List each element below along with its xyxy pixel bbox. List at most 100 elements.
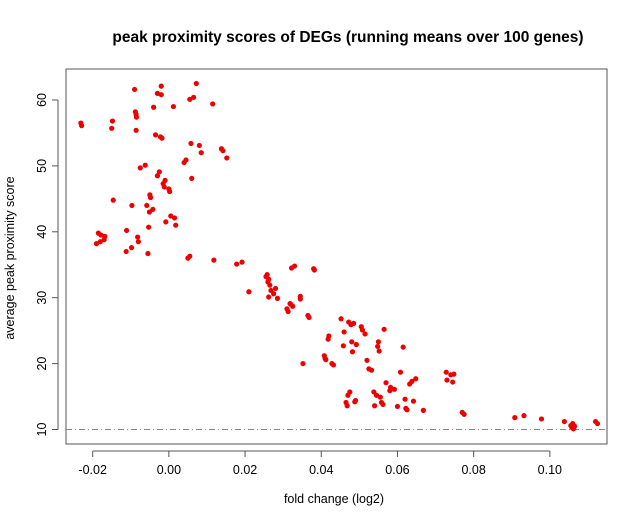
- data-point: [158, 92, 164, 98]
- data-point: [145, 250, 151, 257]
- data-point: [376, 348, 382, 354]
- data-point: [371, 403, 378, 409]
- data-point: [266, 276, 272, 282]
- data-point: [135, 239, 141, 245]
- data-point: [375, 339, 382, 345]
- data-point: [413, 376, 419, 382]
- data-point: [377, 394, 383, 400]
- data-point: [297, 296, 303, 302]
- data-point: [272, 285, 279, 292]
- data-point: [109, 125, 115, 131]
- data-point: [311, 267, 318, 273]
- data-point: [224, 155, 230, 161]
- data-point: [326, 333, 332, 339]
- data-point: [274, 295, 281, 301]
- data-point: [246, 289, 252, 295]
- data-point: [383, 380, 389, 386]
- x-axis-label: fold change (log2): [284, 492, 384, 506]
- data-point: [443, 369, 449, 375]
- data-point: [109, 118, 116, 124]
- data-point: [144, 202, 150, 209]
- data-point: [451, 371, 457, 377]
- data-point: [188, 140, 194, 147]
- data-point: [158, 83, 164, 89]
- x-tick-label: 0.00: [157, 463, 181, 477]
- chart-title: peak proximity scores of DEGs (running m…: [112, 29, 583, 46]
- data-point: [351, 320, 357, 326]
- data-point: [146, 224, 152, 230]
- data-point: [521, 413, 527, 419]
- x-tick-label: 0.04: [309, 463, 333, 477]
- data-point: [133, 127, 139, 133]
- data-point: [394, 403, 401, 410]
- data-point: [353, 341, 359, 348]
- data-point: [461, 411, 467, 417]
- data-point: [193, 80, 199, 87]
- data-point: [444, 377, 450, 383]
- data-point: [397, 369, 404, 375]
- data-point: [330, 362, 337, 368]
- data-point: [300, 360, 306, 367]
- data-point: [196, 142, 202, 149]
- data-point: [131, 86, 138, 93]
- data-point: [162, 177, 168, 183]
- data-point: [381, 326, 387, 332]
- data-point: [344, 403, 350, 409]
- y-axis: 10 20 30 40 50 60: [35, 93, 59, 437]
- data-point: [375, 343, 381, 350]
- data-point: [512, 415, 518, 421]
- x-tick-label: 0.10: [538, 463, 562, 477]
- y-tick-label: 40: [35, 225, 49, 239]
- data-point: [290, 303, 296, 309]
- data-point: [211, 257, 217, 263]
- y-tick-label: 60: [35, 93, 49, 107]
- data-point: [151, 104, 157, 110]
- data-point: [410, 398, 417, 404]
- y-tick-label: 10: [35, 423, 49, 437]
- y-tick-label: 20: [35, 357, 49, 371]
- data-point: [161, 184, 167, 190]
- data-point: [347, 389, 353, 395]
- data-point: [391, 386, 398, 392]
- data-point: [163, 219, 169, 225]
- data-point: [154, 173, 161, 179]
- data-point: [291, 263, 298, 269]
- data-point: [266, 294, 272, 300]
- data-point: [173, 222, 179, 228]
- data-point: [340, 343, 346, 349]
- y-tick-label: 30: [35, 291, 49, 305]
- data-point: [338, 316, 344, 322]
- data-point: [341, 329, 347, 335]
- data-point: [159, 135, 165, 141]
- data-point: [135, 234, 141, 240]
- data-point: [142, 162, 148, 168]
- data-point: [128, 245, 135, 251]
- data-point: [400, 344, 406, 350]
- data-point: [137, 165, 143, 171]
- data-point: [572, 423, 578, 429]
- data-point: [450, 379, 456, 385]
- x-tick-label: 0.02: [233, 463, 257, 477]
- x-axis: -0.02 0.00 0.02 0.04 0.06 0.08 0.10: [78, 450, 562, 477]
- data-point: [267, 282, 273, 288]
- y-axis-label: average peak proximity score: [3, 176, 17, 339]
- data-point: [239, 259, 245, 265]
- data-point: [234, 261, 240, 267]
- data-point: [191, 94, 197, 100]
- data-point: [220, 148, 226, 154]
- data-point: [349, 349, 356, 355]
- x-tick-label: -0.02: [78, 463, 107, 477]
- data-point: [129, 202, 135, 209]
- data-point: [150, 206, 156, 212]
- data-point: [561, 418, 567, 425]
- data-point: [306, 314, 312, 321]
- data-point: [409, 378, 415, 384]
- data-point: [359, 327, 366, 333]
- data-point: [538, 416, 545, 422]
- data-point: [362, 331, 368, 337]
- data-point: [183, 157, 189, 163]
- data-point: [198, 150, 204, 156]
- data-point: [368, 367, 375, 373]
- data-point: [156, 169, 162, 175]
